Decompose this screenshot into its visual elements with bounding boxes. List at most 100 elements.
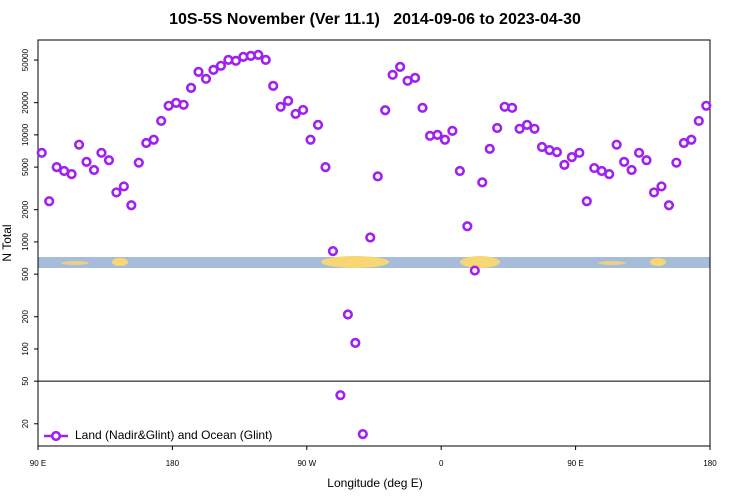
point xyxy=(574,147,585,158)
legend-label: Land (Nadir&Glint) and Ocean (Glint) xyxy=(75,428,272,442)
point xyxy=(439,134,451,145)
point xyxy=(551,147,563,158)
point xyxy=(185,82,197,93)
y-tick-label: 20000 xyxy=(21,91,30,114)
point xyxy=(111,187,122,198)
chart-title: 10S-5S November (Ver 11.1) 2014-09-06 to… xyxy=(169,11,581,28)
point xyxy=(432,129,443,140)
point xyxy=(275,101,286,112)
point xyxy=(648,187,660,198)
point xyxy=(73,139,85,150)
point xyxy=(357,429,368,440)
point xyxy=(66,169,77,180)
point xyxy=(671,157,682,168)
point xyxy=(178,99,189,110)
point xyxy=(193,66,204,77)
point xyxy=(81,156,92,167)
point xyxy=(290,108,301,120)
point xyxy=(409,72,421,83)
point xyxy=(559,159,570,170)
point xyxy=(656,181,667,192)
y-tick-label: 10000 xyxy=(21,123,30,146)
point xyxy=(215,60,227,71)
x-tick-label: 90 E xyxy=(567,459,583,468)
point xyxy=(342,309,353,320)
point xyxy=(395,61,406,72)
point xyxy=(297,104,309,116)
point xyxy=(477,177,488,188)
x-tick-label: 90 E xyxy=(30,459,46,468)
point xyxy=(230,55,241,66)
x-tick-label: 180 xyxy=(703,459,717,468)
plot-frame xyxy=(37,39,711,447)
point xyxy=(96,147,107,158)
point xyxy=(611,139,622,150)
point xyxy=(126,200,137,211)
x-axis-label: Longitude (deg E) xyxy=(327,476,422,490)
point xyxy=(365,232,376,243)
point xyxy=(253,49,264,60)
point xyxy=(156,115,167,127)
point xyxy=(312,119,324,130)
y-tick-label: 1000 xyxy=(21,232,30,250)
point xyxy=(350,337,361,348)
point xyxy=(462,221,473,232)
point xyxy=(88,164,100,176)
point xyxy=(118,181,129,192)
point xyxy=(208,64,219,75)
point xyxy=(51,162,62,173)
x-tick-label: 0 xyxy=(439,459,444,468)
point xyxy=(701,100,712,111)
point xyxy=(633,147,645,158)
point xyxy=(619,156,630,167)
y-tick-label: 5000 xyxy=(21,158,30,176)
point xyxy=(663,200,675,211)
x-tick-label: 180 xyxy=(166,459,180,468)
point xyxy=(387,69,398,80)
y-tick-label: 100 xyxy=(21,342,30,356)
y-axis-label: N Total xyxy=(0,224,14,261)
point xyxy=(380,105,391,116)
point xyxy=(604,169,615,180)
y-tick-label: 2000 xyxy=(21,200,30,218)
y-tick-label: 200 xyxy=(21,310,30,324)
point xyxy=(103,155,115,166)
point xyxy=(641,155,652,166)
point xyxy=(44,196,55,207)
point xyxy=(469,265,480,276)
point xyxy=(417,102,428,113)
point xyxy=(521,119,533,130)
point xyxy=(200,73,212,84)
point xyxy=(372,171,383,182)
point xyxy=(283,95,294,106)
point xyxy=(514,123,525,134)
point xyxy=(447,125,458,136)
point xyxy=(566,152,577,163)
point xyxy=(305,134,316,145)
point xyxy=(133,157,144,168)
point xyxy=(36,147,47,158)
point xyxy=(507,102,518,113)
point xyxy=(268,80,279,91)
point xyxy=(693,115,704,127)
point xyxy=(529,123,540,134)
x-tick-label: 90 W xyxy=(297,459,316,468)
y-tick-label: 500 xyxy=(21,267,30,281)
point xyxy=(335,390,346,401)
point xyxy=(686,134,697,145)
point xyxy=(260,54,271,65)
legend-marker xyxy=(50,430,62,442)
point xyxy=(581,196,592,207)
map-strip xyxy=(38,256,710,268)
point xyxy=(484,143,495,154)
y-tick-label: 50000 xyxy=(21,48,30,71)
point xyxy=(492,122,503,134)
y-tick-label: 50 xyxy=(21,376,30,385)
point xyxy=(148,134,159,145)
point xyxy=(320,162,331,173)
point xyxy=(626,164,637,176)
y-tick-label: 20 xyxy=(21,419,30,428)
point xyxy=(327,246,339,257)
point xyxy=(454,165,465,177)
